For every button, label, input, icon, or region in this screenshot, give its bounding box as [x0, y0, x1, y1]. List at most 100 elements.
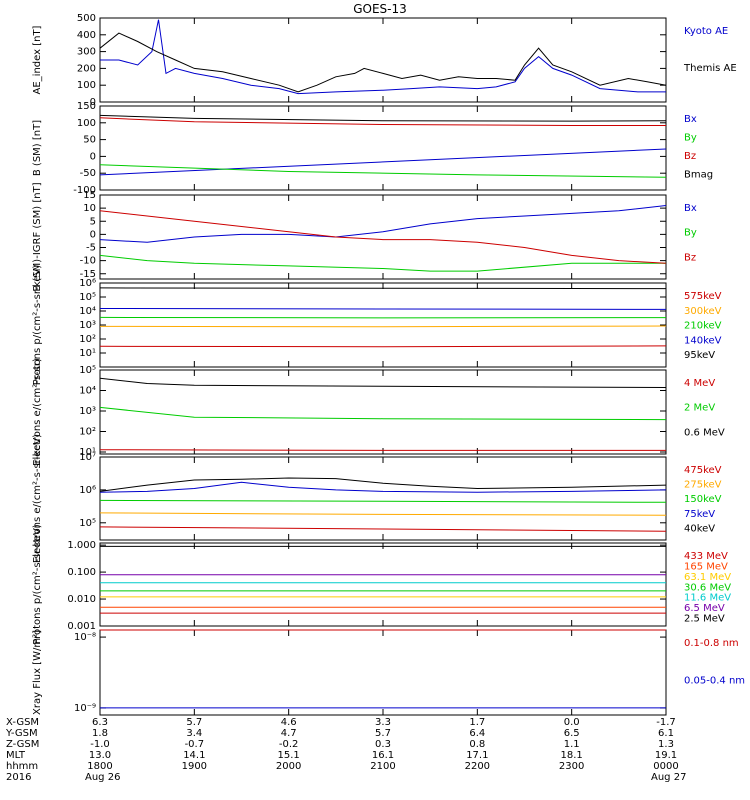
series-line-bz [99, 117, 666, 126]
ephemeris-cell: 16.1 [371, 750, 395, 761]
series-line-0-6-mev [99, 377, 667, 388]
y-axis-label: B (SM) [nT] [32, 120, 43, 176]
series-line-210kev [99, 316, 667, 319]
y-tick-label: 10⁵ [79, 518, 96, 529]
series-line-bz [99, 210, 667, 264]
panel-protons_mev: 0.001 0.010 0.100 1.000 Protons p/(cm²-s-sr-… [32, 524, 731, 645]
ephemeris-cell: 3.4 [186, 728, 203, 739]
ephemeris-row-label: Z-GSM [6, 739, 40, 750]
series-line-2-mev [99, 406, 667, 421]
ephemeris-cell: 5.7 [375, 728, 391, 739]
y-tick-label: 10⁻⁸ [74, 632, 96, 643]
panel-bresid: -15 -10 -5 0 5 10 15 B (SM)-IGRF (SM) [nT] Bx By B… [32, 182, 697, 291]
ephemeris-cell: -1.0 [90, 739, 110, 750]
legend-entry: 30.6 MeV [684, 582, 731, 593]
ephemeris-cell: 2300 [558, 761, 585, 772]
ephemeris-row-label: hhmm [6, 761, 39, 772]
legend-entry: Bmag [684, 170, 713, 181]
ephemeris-row-label: Y-GSM [6, 728, 38, 739]
ephemeris-cell: 14.1 [183, 750, 206, 761]
legend-entry: Bz [684, 252, 696, 263]
y-axis-label: B (SM)-IGRF (SM) [nT] [32, 182, 43, 291]
legend-entry: 2 MeV [684, 403, 715, 414]
y-tick-label: 10⁵ [79, 365, 96, 376]
legend-entry: Bz [684, 151, 696, 162]
ephemeris-cell: 19.1 [654, 750, 678, 761]
y-tick-label: 100 [77, 118, 96, 129]
ephemeris-cell: 1900 [181, 761, 208, 772]
y-tick-label: 10³ [79, 406, 96, 417]
panel-bsm: -100 -50 0 50 100 150 B (SM) [nT] Bx By Bz Bmag [32, 101, 713, 196]
series-line-themis-ae [99, 32, 667, 93]
ephemeris-cell: -0.2 [278, 739, 299, 750]
panel-electrons_mev: 10¹ 10² 10³ 10⁴ 10⁵ Electrons e/(cm²-s-sr) 4 M… [32, 358, 725, 466]
ephemeris-cell: 4.7 [280, 728, 297, 739]
series-line-by [99, 254, 666, 272]
legend-entry: 95keV [684, 350, 715, 361]
y-tick-label: 15 [83, 190, 96, 201]
y-tick-label: 50 [83, 135, 96, 146]
y-tick-label: -5 [86, 243, 96, 254]
y-tick-label: 0 [90, 229, 96, 240]
y-tick-label: 10 [83, 203, 96, 214]
panel-electrons_kev: 10⁵ 10⁶ 10⁷ Electrons e/(cm²-s-sr-keV) 475ke… [32, 434, 722, 563]
legend-entry: 2.5 MeV [684, 614, 725, 625]
legend-entry: Bx [684, 114, 697, 125]
ephemeris-cell: 4.6 [280, 717, 297, 728]
y-tick-label: 10³ [79, 320, 96, 331]
legend-entry: 300keV [684, 306, 722, 317]
y-tick-label: 10² [79, 334, 96, 345]
ephemeris-cell: 2000 [275, 761, 302, 772]
legend-entry: 75keV [684, 509, 715, 520]
y-tick-label: 0.001 [67, 621, 96, 632]
series-line-95kev [99, 287, 667, 290]
y-axis-label: Protons p/(cm²-s-sr-keV) [32, 265, 43, 386]
ephemeris-cell: 15.1 [277, 750, 300, 761]
legend-entry: 165 MeV [684, 561, 728, 572]
ephemeris-cell: 3.3 [375, 717, 391, 728]
panel-frame [99, 369, 667, 455]
y-tick-label: 150 [77, 101, 96, 112]
ephemeris-cell: 6.5 [563, 728, 580, 739]
y-axis-label: AE_index [nT] [32, 25, 43, 94]
panel-ae: 0 100 200 300 400 500 AE_index [nT] Kyoto AE The… [32, 13, 737, 108]
ephemeris-row-label: 2016 [6, 772, 32, 783]
y-tick-label: -15 [80, 269, 96, 280]
ephemeris-cell: 0.0 [563, 717, 580, 728]
y-axis-label: Electrons e/(cm²-s-sr-keV) [32, 434, 43, 563]
legend-entry: 140keV [684, 335, 722, 346]
ephemeris-cell: 6.4 [469, 728, 486, 739]
series-line-kyoto-ae [100, 19, 666, 95]
y-tick-label: 400 [77, 30, 96, 41]
panel-frame [99, 282, 667, 368]
series-line-300kev [99, 325, 667, 328]
legend-entry: 475keV [684, 465, 722, 476]
y-tick-label: -100 [73, 185, 96, 196]
ephemeris-cell: 0000 [653, 761, 679, 772]
ephemeris-cell: 0.3 [375, 739, 391, 750]
legend-entry: 150keV [684, 494, 722, 505]
ephemeris-cell: 13.0 [88, 750, 112, 761]
ephemeris-cell: 1.1 [563, 739, 580, 750]
y-tick-label: 300 [77, 47, 96, 58]
legend-entry: By [684, 228, 697, 239]
series-line-by [99, 164, 667, 178]
y-tick-label: 10² [79, 427, 96, 438]
series-line-475kev [99, 526, 667, 532]
legend-entry: 63.1 MeV [684, 572, 731, 583]
ephemeris-cell: 1.7 [469, 717, 486, 728]
ephemeris-cell: -1.7 [656, 717, 676, 728]
legend-entry: 40keV [684, 523, 715, 534]
y-tick-label: 1.000 [67, 540, 96, 551]
series-line-4-mev [99, 449, 666, 451]
ephemeris-row-label: MLT [6, 750, 25, 761]
legend-entry: 0.1-0.8 nm [684, 638, 739, 649]
panel-frame [99, 194, 667, 280]
legend-entry: 4 MeV [684, 378, 715, 389]
ephemeris-cell: Aug 27 [651, 772, 687, 783]
y-tick-label: 5 [90, 216, 96, 227]
y-tick-label: 0 [90, 151, 96, 162]
legend-entry: 6.5 MeV [684, 603, 725, 614]
legend-entry: 210keV [684, 321, 722, 332]
y-tick-label: 10⁷ [79, 452, 96, 463]
